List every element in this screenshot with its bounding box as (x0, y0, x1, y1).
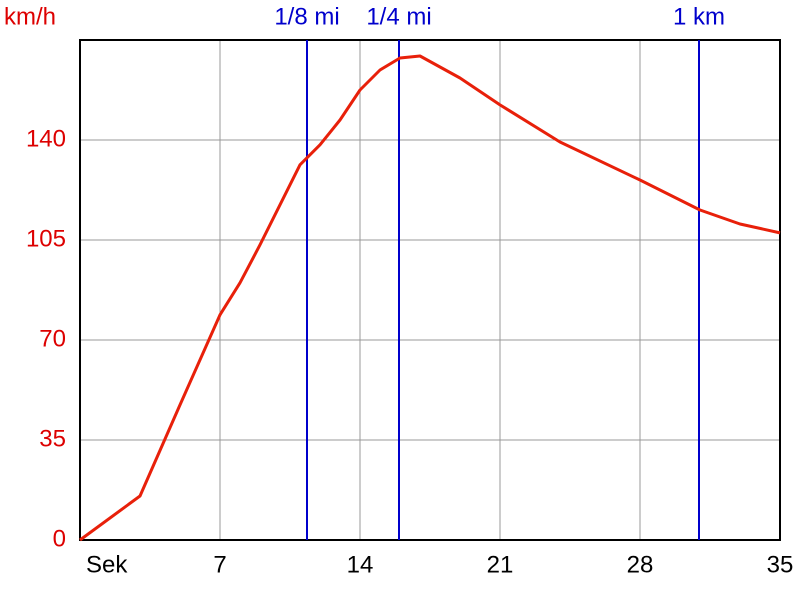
y-tick-label: 35 (39, 425, 66, 452)
y-tick-label: 0 (53, 525, 66, 552)
distance-marker-label: 1 km (673, 3, 725, 30)
speed-line (79, 54, 781, 542)
x-tick-label: 28 (627, 551, 654, 578)
y-tick-label: 70 (39, 325, 66, 352)
y-tick-label: 140 (26, 125, 66, 152)
distance-marker-label: 1/4 mi (366, 3, 431, 30)
x-tick-label: Sek (86, 551, 128, 578)
y-axis-label: km/h (4, 3, 56, 30)
x-tick-label: 21 (487, 551, 514, 578)
distance-marker-label: 1/8 mi (274, 3, 339, 30)
x-tick-label: 35 (767, 551, 794, 578)
plot-border (79, 39, 781, 541)
x-tick-label: 7 (213, 551, 226, 578)
y-tick-label: 105 (26, 225, 66, 252)
x-tick-label: 14 (347, 551, 374, 578)
